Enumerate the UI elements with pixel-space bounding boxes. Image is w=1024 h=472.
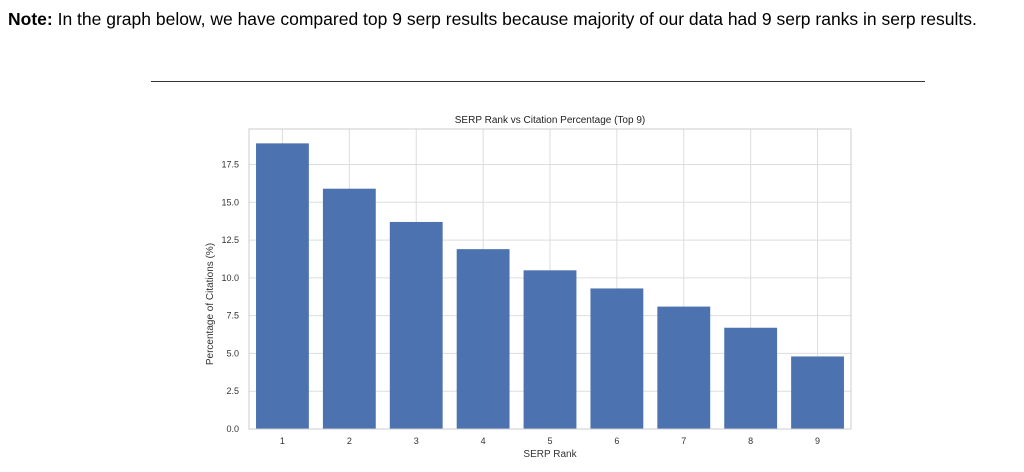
x-tick-label: 9 [815,436,820,446]
x-axis-label: SERP Rank [523,449,577,460]
bar-rank-9 [791,356,844,429]
y-tick-label: 15.0 [221,197,239,207]
bar-rank-3 [389,221,443,429]
bar-rank-4 [456,249,510,429]
x-tick-label: 3 [414,436,419,446]
bars [256,143,844,430]
bar-rank-6 [590,288,644,429]
chart-title: SERP Rank vs Citation Percentage (Top 9) [455,115,645,126]
plot-frame [248,128,852,430]
x-tick-label: 4 [481,436,486,446]
y-tick-label: 17.5 [221,160,239,170]
bar-rank-5 [523,270,577,429]
note-text: In the graph below, we have compared top… [52,9,977,29]
x-tick-label: 5 [547,436,552,446]
y-tick-label: 0.0 [226,424,239,434]
x-tick-label: 1 [280,436,285,446]
y-tick-label: 5.0 [226,348,239,358]
horizontal-rule [151,81,925,82]
bar-rank-8 [724,327,778,429]
note-label: Note [8,9,47,29]
x-tick-label: 7 [681,436,686,446]
x-tick-labels: 1 2 3 4 5 6 7 8 9 [280,436,820,446]
x-tick-label: 6 [614,436,619,446]
bar-rank-2 [322,188,376,429]
x-tick-label: 2 [347,436,352,446]
bar-rank-1 [256,143,309,430]
note-paragraph: Note: In the graph below, we have compar… [8,6,1008,33]
note-colon: : [46,9,53,29]
y-tick-label: 10.0 [221,273,239,283]
y-tick-labels: 0.0 2.5 5.0 7.5 10.0 12.5 15.0 17.5 [221,160,239,434]
y-axis-label: Percentage of Citations (%) [205,243,216,365]
y-tick-label: 12.5 [221,235,239,245]
x-tick-label: 8 [748,436,753,446]
y-tick-label: 2.5 [226,386,239,396]
bar-rank-7 [657,306,711,429]
y-tick-label: 7.5 [226,311,239,321]
